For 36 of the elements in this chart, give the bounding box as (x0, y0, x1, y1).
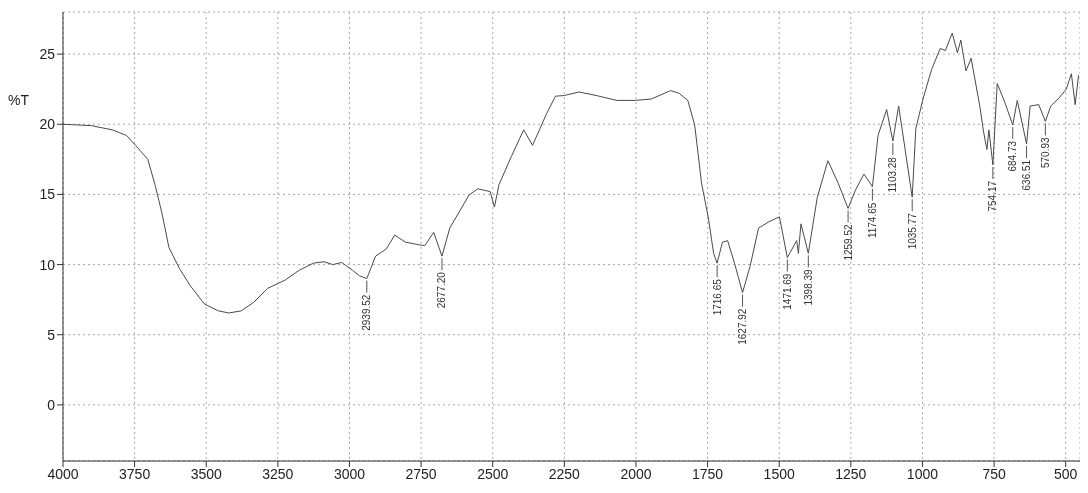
x-tick-label: 3750 (119, 465, 151, 482)
x-tick-label: 1000 (906, 465, 939, 482)
annotation: 754.17 (987, 180, 999, 212)
annotation: 1627.92 (737, 308, 749, 345)
annotation: 1035.77 (906, 212, 918, 250)
x-tick-label: 2000 (620, 465, 652, 482)
annotation: 1471.69 (781, 273, 793, 310)
x-tick-label: 1750 (692, 465, 724, 482)
y-axis-title: %T (8, 92, 29, 108)
annotation: 1259.52 (842, 224, 854, 261)
x-tick-label: 750 (982, 465, 1006, 482)
x-tick-label: 1500 (763, 465, 795, 482)
y-tick-label: 0 (47, 396, 56, 413)
x-tick-label: 3250 (262, 465, 294, 482)
annotation: 2677.20 (436, 271, 448, 309)
annotation: 1174.65 (866, 202, 878, 239)
y-tick-label: 20 (39, 116, 56, 133)
y-tick-label: 25 (39, 46, 56, 63)
y-tick-label: 15 (39, 186, 56, 203)
annotation: 1103.28 (887, 156, 899, 193)
y-tick-label: 5 (47, 326, 56, 343)
x-tick-label: 2250 (548, 465, 581, 482)
annotation: 2939.52 (361, 294, 373, 331)
x-tick-label: 2750 (405, 465, 437, 482)
x-tick-label: 2500 (477, 465, 509, 482)
x-tick-label: 1250 (835, 465, 867, 482)
annotation: 636.51 (1021, 159, 1033, 191)
annotation: 684.73 (1007, 140, 1019, 172)
x-tick-label: 500 (1054, 465, 1078, 482)
annotation: 1716.65 (711, 278, 723, 316)
annotation: 1398.39 (802, 268, 814, 306)
x-tick-label: 3500 (190, 465, 223, 482)
x-tick-label: 3000 (333, 465, 366, 482)
y-tick-label: 10 (39, 256, 56, 273)
annotation: 570.93 (1039, 137, 1051, 169)
x-tick-label: 4000 (47, 465, 79, 482)
